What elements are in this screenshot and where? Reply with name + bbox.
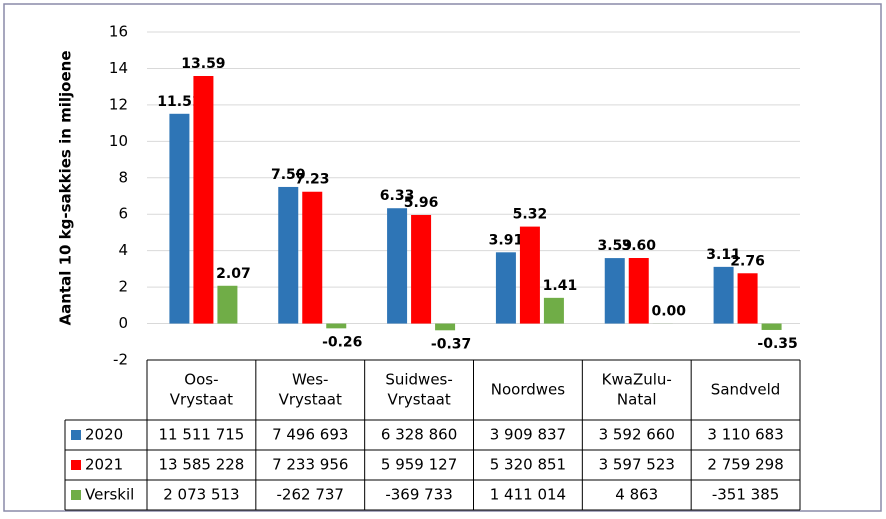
x-tick-label: Natal <box>617 391 657 409</box>
table-cell: 7 496 693 <box>272 426 348 444</box>
bar <box>496 252 516 323</box>
legend-label: 2020 <box>85 426 123 444</box>
value-label: -0.26 <box>322 334 362 350</box>
y-tick-label: 16 <box>109 23 128 41</box>
value-label: 5.96 <box>404 195 439 211</box>
legend-label: Verskil <box>85 486 134 504</box>
y-tick-label: 8 <box>118 168 128 186</box>
table-cell: 11 511 715 <box>158 426 244 444</box>
bar <box>411 215 431 324</box>
y-tick-label: 10 <box>109 132 128 150</box>
y-axis-label: Aantal 10 kg-sakkies in miljoene <box>57 51 75 326</box>
value-label: 2.07 <box>216 266 251 282</box>
value-label: 3.60 <box>621 238 656 254</box>
bar <box>169 114 189 324</box>
table-cell: 5 320 851 <box>490 456 566 474</box>
y-tick-label: -2 <box>113 351 128 369</box>
table-cell: 4 863 <box>615 486 658 504</box>
table-cell: 7 233 956 <box>272 456 348 474</box>
x-tick-label: Vrystaat <box>170 391 233 409</box>
value-label: 13.59 <box>181 56 225 72</box>
table-cell: 3 592 660 <box>599 426 675 444</box>
table-cell: 6 328 860 <box>381 426 457 444</box>
x-tick-label: Oos- <box>184 371 218 389</box>
bar <box>193 76 213 324</box>
legend-label: 2021 <box>85 456 123 474</box>
bar <box>387 208 407 323</box>
table-cell: 5 959 127 <box>381 456 457 474</box>
legend-swatch <box>71 430 81 440</box>
x-tick-label: Sandveld <box>711 381 781 399</box>
x-tick-label: Vrystaat <box>279 391 342 409</box>
bar <box>435 324 455 331</box>
bar <box>278 187 298 324</box>
x-tick-label: KwaZulu- <box>602 371 672 389</box>
table-cell: 3 110 683 <box>707 426 783 444</box>
table-cell: 2 073 513 <box>163 486 239 504</box>
y-tick-label: 14 <box>109 59 128 77</box>
table-cell: 3 909 837 <box>490 426 566 444</box>
x-tick-label: Noordwes <box>491 381 565 399</box>
table-cell: -369 733 <box>385 486 452 504</box>
y-tick-label: 12 <box>109 95 128 113</box>
bar <box>326 324 346 329</box>
bar <box>302 192 322 324</box>
y-tick-label: 6 <box>118 205 128 223</box>
y-tick-label: 0 <box>118 314 128 332</box>
bar <box>217 286 237 324</box>
legend-swatch <box>71 490 81 500</box>
table-cell: -262 737 <box>277 486 344 504</box>
bar <box>738 273 758 323</box>
x-tick-label: Suidwes- <box>385 371 452 389</box>
value-label: -0.37 <box>431 336 471 352</box>
table-cell: -351 385 <box>712 486 779 504</box>
table-cell: 1 411 014 <box>490 486 566 504</box>
bar <box>762 324 782 330</box>
table-cell: 13 585 228 <box>158 456 244 474</box>
value-label: 7.23 <box>295 172 330 188</box>
y-tick-label: 2 <box>118 278 128 296</box>
value-label: 3.91 <box>489 232 524 248</box>
bar <box>714 267 734 324</box>
x-tick-label: Wes- <box>292 371 328 389</box>
bar <box>520 227 540 324</box>
value-label: 2.76 <box>730 253 765 269</box>
value-label: 0.00 <box>651 303 686 319</box>
value-label: 5.32 <box>513 207 548 223</box>
value-label: -0.35 <box>757 336 797 352</box>
y-tick-label: 4 <box>118 241 128 259</box>
bar <box>629 258 649 324</box>
table-cell: 3 597 523 <box>599 456 675 474</box>
legend-swatch <box>71 460 81 470</box>
value-label: 1.41 <box>543 278 578 294</box>
bar <box>605 258 625 323</box>
table-cell: 2 759 298 <box>707 456 783 474</box>
bar <box>544 298 564 324</box>
x-tick-label: Vrystaat <box>387 391 450 409</box>
